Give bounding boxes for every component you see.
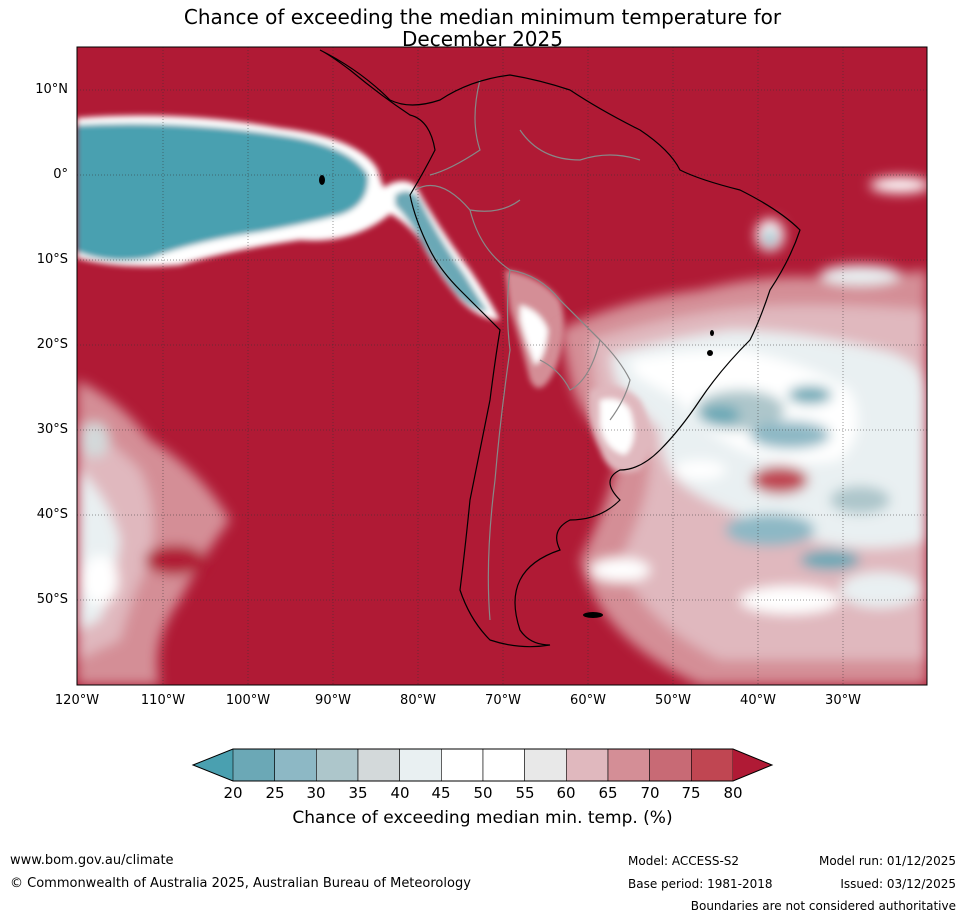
lon-label-60w: 60°W <box>570 693 606 708</box>
colorbar-tick-20: 20 <box>223 784 243 802</box>
andes-region <box>505 270 564 388</box>
lon-label-90w: 90°W <box>315 693 351 708</box>
lon-label-120w: 120°W <box>54 693 100 708</box>
lat-label-40s: 40°S <box>36 507 68 522</box>
lon-label-30w: 30°W <box>825 693 861 708</box>
colorbar-box-50-55 <box>482 748 525 782</box>
colorbar-box-45-50 <box>441 748 484 782</box>
lon-label-80w: 80°W <box>400 693 436 708</box>
sw-pacific-region <box>77 380 230 685</box>
colorbar-box-30-35 <box>316 748 359 782</box>
colorbar-box-60-65 <box>566 748 609 782</box>
lat-label-30s: 30°S <box>36 422 68 437</box>
colorbar-tick-70: 70 <box>640 784 660 802</box>
south-america-coastline <box>319 49 801 648</box>
model-name: Model: ACCESS-S2 <box>628 854 740 868</box>
copyright-text: © Commonwealth of Australia 2025, Austra… <box>10 876 471 891</box>
map-field <box>77 47 927 685</box>
colorbar-box-75-80 <box>691 748 734 782</box>
sw-atlantic-region <box>560 177 927 685</box>
map-frame <box>76 46 928 686</box>
islands <box>319 175 714 618</box>
country-borders <box>414 79 641 621</box>
colorbar-box-55-60 <box>524 748 567 782</box>
colorbar-tick-45: 45 <box>431 784 451 802</box>
lon-label-40w: 40°W <box>740 693 776 708</box>
colorbar-title: Chance of exceeding median min. temp. (%… <box>292 808 673 828</box>
lon-label-50w: 50°W <box>655 693 691 708</box>
colorbar-tick-75: 75 <box>681 784 701 802</box>
model-run-date: Model run: 01/12/2025 <box>818 854 956 868</box>
graticule <box>77 47 927 685</box>
colorbar-tick-40: 40 <box>390 784 410 802</box>
colorbar-tick-25: 25 <box>265 784 285 802</box>
colorbar-box-40-45 <box>399 748 442 782</box>
colorbar-tick-80: 80 <box>723 784 743 802</box>
colorbar-extend-high <box>733 749 772 781</box>
colorbar-tick-60: 60 <box>556 784 576 802</box>
colorbar <box>191 748 774 782</box>
lat-label-20s: 20°S <box>36 337 68 352</box>
equatorial-cold-tongue <box>77 115 500 320</box>
chart-title-line1: Chance of exceeding the median minimum t… <box>183 5 782 29</box>
chart-title-line2: December 2025 <box>402 27 563 51</box>
colorbar-tick-55: 55 <box>515 784 535 802</box>
lon-label-100w: 100°W <box>225 693 271 708</box>
website-link[interactable]: www.bom.gov.au/climate <box>10 853 174 868</box>
base-period: Base period: 1981-2018 <box>628 877 773 891</box>
la-plata-region <box>588 386 650 473</box>
colorbar-box-35-40 <box>357 748 400 782</box>
colorbar-extend-low <box>193 749 233 781</box>
colorbar-box-65-70 <box>607 748 650 782</box>
lon-label-70w: 70°W <box>485 693 521 708</box>
colorbar-box-70-75 <box>649 748 692 782</box>
colorbar-tick-35: 35 <box>348 784 368 802</box>
colorbar-tick-50: 50 <box>473 784 493 802</box>
issued-date: Issued: 03/12/2025 <box>840 877 956 891</box>
colorbar-outline <box>191 748 774 782</box>
colorbar-box-25-30 <box>274 748 317 782</box>
lon-label-110w: 110°W <box>140 693 186 708</box>
colorbar-tick-65: 65 <box>598 784 618 802</box>
lat-label-50s: 50°S <box>36 592 68 607</box>
lat-label-10s: 10°S <box>36 252 68 267</box>
colorbar-tick-30: 30 <box>306 784 326 802</box>
lat-label-0: 0° <box>53 167 68 182</box>
colorbar-box-20-25 <box>232 748 275 782</box>
lat-label-10n: 10°N <box>35 82 68 97</box>
boundaries-disclaimer: Boundaries are not considered authoritat… <box>690 899 956 913</box>
